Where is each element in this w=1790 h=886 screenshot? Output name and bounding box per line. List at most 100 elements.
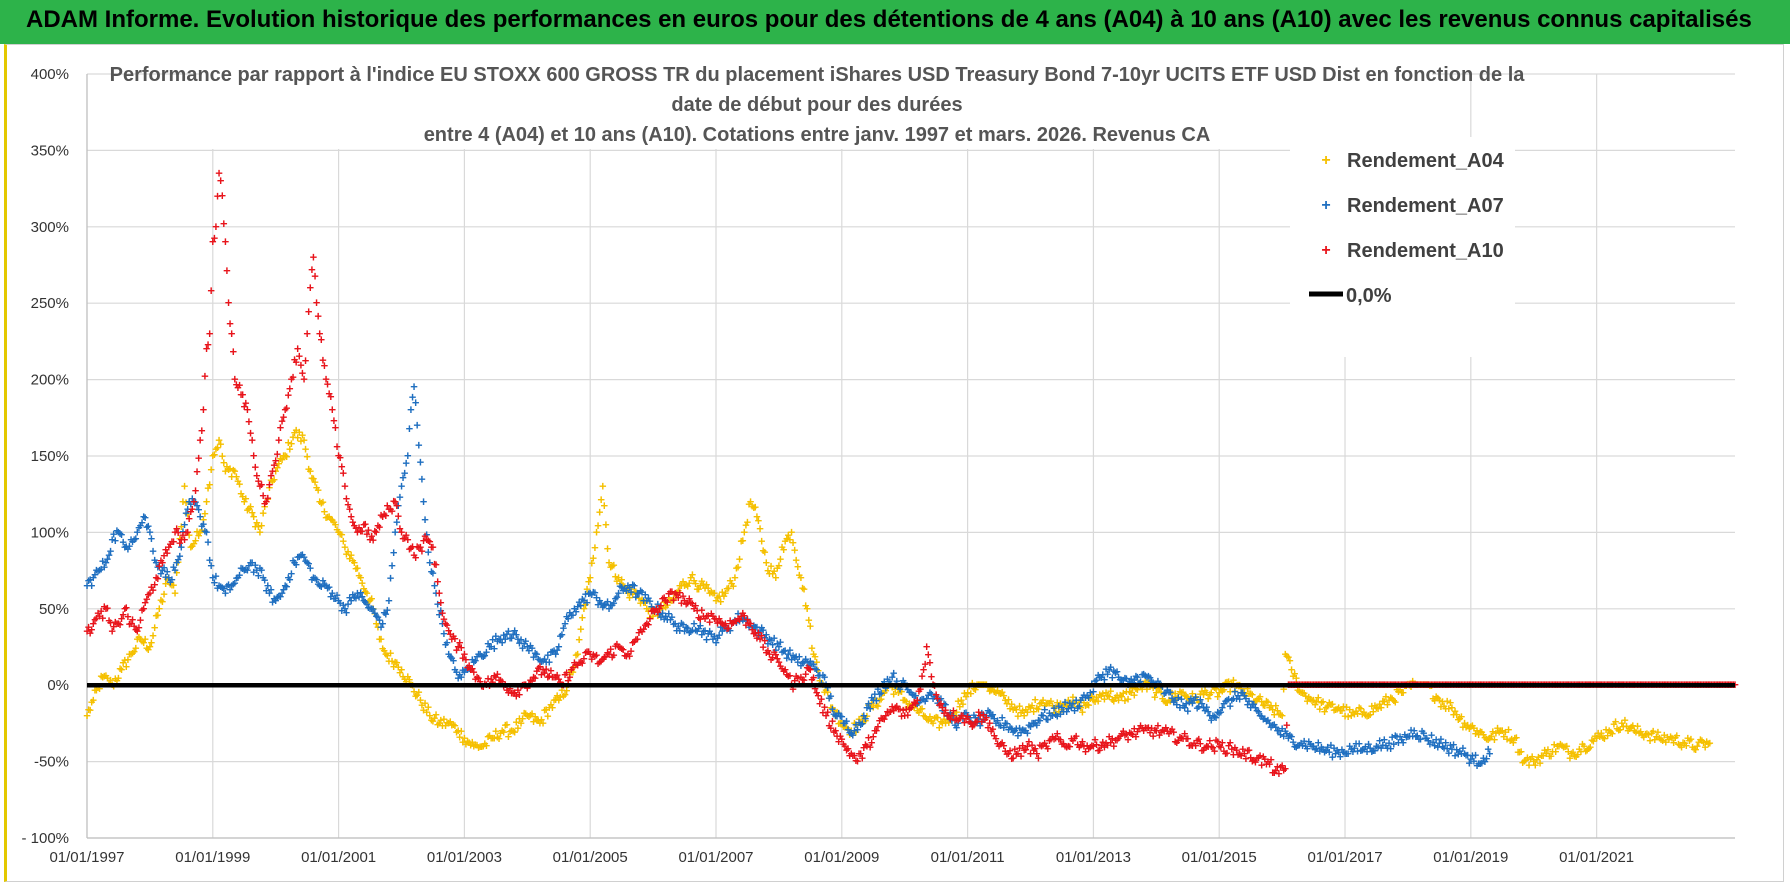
data-point: + xyxy=(286,572,294,587)
data-point: + xyxy=(869,692,877,707)
data-point: + xyxy=(822,682,830,697)
x-tick-label: 01/01/2005 xyxy=(553,849,628,866)
data-point: + xyxy=(671,616,679,631)
data-point: + xyxy=(756,521,764,536)
x-tick-label: 01/01/2009 xyxy=(804,849,879,866)
data-point: + xyxy=(448,718,456,733)
data-point: + xyxy=(316,578,324,593)
data-point: + xyxy=(182,505,190,520)
data-point: + xyxy=(459,735,467,750)
data-point: + xyxy=(1086,685,1094,700)
data-point: + xyxy=(1297,685,1305,700)
data-point: + xyxy=(814,663,822,678)
data-point: + xyxy=(211,447,219,462)
data-point: + xyxy=(204,480,212,495)
data-point: + xyxy=(563,683,571,698)
data-point: + xyxy=(1596,729,1604,744)
data-point: + xyxy=(226,582,234,597)
data-point: + xyxy=(1679,735,1687,750)
data-point: + xyxy=(1698,733,1706,748)
data-point: + xyxy=(347,593,355,608)
data-point: + xyxy=(1332,702,1340,717)
data-point: + xyxy=(1102,685,1110,700)
data-point: + xyxy=(327,589,335,604)
data-point: + xyxy=(582,597,590,612)
data-point: + xyxy=(322,510,330,525)
data-point: + xyxy=(1055,704,1063,719)
data-point: + xyxy=(1237,681,1245,696)
data-point: + xyxy=(1168,686,1176,701)
data-point: + xyxy=(1629,718,1637,733)
data-point: + xyxy=(115,671,123,686)
data-point: + xyxy=(1231,684,1239,699)
data-point: + xyxy=(1599,730,1607,745)
data-point: + xyxy=(612,569,620,584)
data-point: + xyxy=(1432,689,1440,704)
data-point: + xyxy=(140,509,148,524)
data-point: + xyxy=(640,595,648,610)
data-point: + xyxy=(119,655,127,670)
data-point: + xyxy=(1219,700,1227,715)
header-banner: ADAM Informe. Evolution historique des p… xyxy=(0,0,1790,44)
data-point: + xyxy=(269,474,277,489)
data-point: + xyxy=(1621,712,1629,727)
data-point: + xyxy=(280,582,288,597)
data-point: + xyxy=(97,669,105,684)
data-point: + xyxy=(1395,684,1403,699)
data-point: + xyxy=(143,519,151,534)
data-point: + xyxy=(1013,702,1021,717)
data-point: + xyxy=(1489,724,1497,739)
data-point: + xyxy=(1319,694,1327,709)
data-point: + xyxy=(1461,715,1469,730)
data-point: + xyxy=(634,586,642,601)
data-point: + xyxy=(1316,702,1324,717)
data-point: + xyxy=(1285,731,1293,746)
data-point: + xyxy=(1649,724,1657,739)
data-point: + xyxy=(1072,693,1080,708)
data-point: + xyxy=(162,576,170,591)
data-point: + xyxy=(83,578,91,593)
data-point: + xyxy=(283,401,291,416)
data-point: + xyxy=(770,563,778,578)
data-point: + xyxy=(273,446,281,461)
data-point: + xyxy=(1108,692,1116,707)
data-point: + xyxy=(1247,700,1255,715)
data-point: + xyxy=(1381,694,1389,709)
data-point: + xyxy=(1063,699,1071,714)
data-point: + xyxy=(610,558,618,573)
data-point: + xyxy=(225,577,233,592)
data-point: + xyxy=(255,519,263,534)
data-point: + xyxy=(752,499,760,514)
data-point: + xyxy=(138,634,146,649)
x-tick-label: 01/01/1999 xyxy=(175,849,250,866)
data-point: + xyxy=(85,702,93,717)
data-point: + xyxy=(1503,732,1511,747)
data-point: + xyxy=(1322,700,1330,715)
data-point: + xyxy=(888,670,896,685)
data-point: + xyxy=(371,605,379,620)
data-point: + xyxy=(936,692,944,707)
data-point: + xyxy=(1533,752,1541,767)
data-point: + xyxy=(1563,738,1571,753)
data-point: + xyxy=(305,556,313,571)
data-point: + xyxy=(421,512,429,527)
data-point: + xyxy=(560,688,568,703)
data-point: + xyxy=(929,715,937,730)
data-point: + xyxy=(901,692,909,707)
data-point: + xyxy=(189,539,197,554)
data-point: + xyxy=(1458,709,1466,724)
data-point: + xyxy=(1035,701,1043,716)
data-point: + xyxy=(336,595,344,610)
data-point: + xyxy=(1116,687,1124,702)
data-point: + xyxy=(527,708,535,723)
data-point: + xyxy=(1157,684,1165,699)
data-point: + xyxy=(85,573,93,588)
data-point: + xyxy=(1398,685,1406,700)
data-point: + xyxy=(1259,698,1267,713)
data-point: + xyxy=(696,578,704,593)
data-point: + xyxy=(597,492,605,507)
data-point: + xyxy=(481,736,489,751)
data-point: + xyxy=(402,674,410,689)
data-point: + xyxy=(568,663,576,678)
data-point: + xyxy=(1703,734,1711,749)
